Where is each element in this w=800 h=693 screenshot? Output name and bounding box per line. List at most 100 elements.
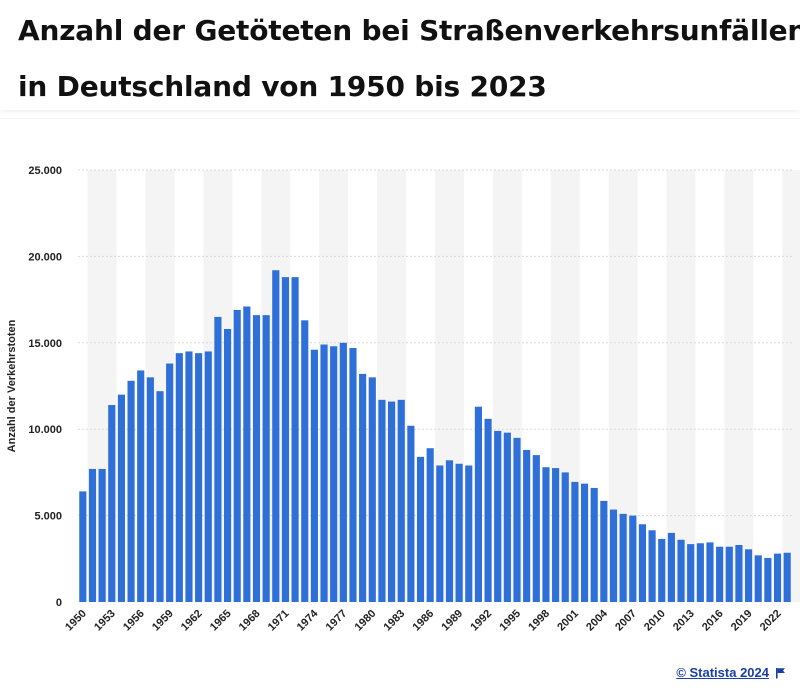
bar-1957: [146, 377, 154, 602]
x-tick-label: 1977: [324, 608, 350, 634]
background-stripe: [666, 170, 696, 602]
bar-2021: [764, 557, 772, 602]
x-tick-label: 2019: [729, 608, 755, 634]
y-tick-label: 5.000: [34, 511, 62, 523]
bar-1975: [320, 344, 328, 602]
bar-2018: [735, 544, 743, 602]
x-tick-label: 2010: [642, 608, 668, 634]
bar-2007: [629, 515, 637, 602]
bar-2003: [590, 487, 598, 602]
x-tick-label: 2016: [700, 608, 726, 634]
bar-1992: [484, 418, 492, 602]
x-tick-label: 2007: [613, 608, 639, 634]
bar-1958: [156, 391, 164, 602]
bar-1956: [137, 370, 145, 602]
bar-2001: [571, 481, 579, 602]
x-tick-label: 1965: [208, 608, 234, 634]
bar-1959: [166, 363, 174, 602]
bar-1998: [542, 467, 550, 602]
bar-1973: [301, 320, 309, 602]
x-tick-label: 1992: [468, 608, 494, 634]
bar-1962: [195, 353, 203, 602]
flag-icon[interactable]: [775, 667, 786, 679]
x-tick-label: 1989: [439, 608, 465, 634]
bar-1982: [388, 401, 396, 602]
bar-2006: [619, 513, 627, 602]
bar-2002: [580, 483, 589, 602]
bar-1987: [436, 465, 444, 602]
y-tick-label: 10.000: [28, 424, 62, 436]
x-tick-label: 1968: [237, 608, 263, 634]
bar-2023: [783, 552, 791, 602]
bar-1983: [397, 399, 405, 602]
bar-2012: [677, 539, 685, 602]
chart-title-line-1: Anzahl der Getöteten bei Straßenverkehrs…: [18, 14, 800, 47]
title-header: Anzahl der Getöteten bei Straßenverkehrs…: [0, 0, 800, 110]
bar-1994: [503, 432, 511, 602]
credit-link[interactable]: © Statista 2024: [676, 665, 769, 680]
bar-1968: [252, 315, 261, 602]
y-tick-label: 15.000: [28, 338, 62, 350]
bar-1972: [291, 277, 299, 602]
x-tick-label: 1998: [526, 608, 552, 634]
x-tick-label: 2004: [584, 607, 610, 633]
x-tick-label: 2001: [555, 608, 581, 634]
background-stripe: [782, 170, 800, 602]
bar-1954: [117, 394, 125, 602]
y-tick-label: 20.000: [28, 251, 62, 263]
bar-1960: [175, 353, 183, 602]
statista-credit[interactable]: © Statista 2024: [676, 665, 786, 680]
bar-1952: [98, 468, 106, 602]
bar-2014: [696, 543, 704, 602]
bar-2019: [745, 549, 753, 602]
bar-1961: [185, 351, 193, 602]
bar-1953: [108, 405, 116, 602]
background-stripe: [724, 170, 754, 602]
bar-1978: [349, 347, 357, 602]
bar-1963: [204, 351, 212, 602]
x-tick-label: 1959: [150, 608, 176, 634]
x-tick-label: 1956: [121, 608, 147, 634]
x-tick-label: 1971: [266, 608, 292, 634]
bar-2004: [600, 500, 608, 602]
bar-1986: [426, 448, 434, 602]
bar-1985: [416, 456, 425, 602]
x-tick-label: 1980: [353, 608, 379, 634]
bar-2000: [561, 472, 569, 602]
bar-1991: [474, 406, 482, 602]
bar-1970: [272, 270, 280, 602]
bar-1951: [88, 468, 97, 602]
bar-1997: [532, 455, 540, 602]
bar-1964: [214, 316, 222, 602]
bar-1979: [359, 373, 367, 602]
bar-1984: [407, 425, 415, 602]
x-tick-label: 1974: [295, 607, 321, 633]
bar-1990: [465, 465, 473, 602]
bar-2010: [658, 538, 666, 602]
bar-2013: [687, 544, 695, 602]
bar-2008: [638, 524, 647, 602]
x-tick-label: 1986: [410, 608, 436, 634]
bar-1955: [127, 380, 135, 602]
chart-title-line-2: in Deutschland von 1950 bis 2023: [18, 70, 547, 103]
x-tick-label: 2013: [671, 608, 697, 634]
bar-1977: [339, 342, 347, 602]
bar-1976: [330, 346, 338, 602]
bar-1980: [368, 377, 376, 602]
x-tick-label: 2022: [758, 608, 784, 634]
bar-1966: [233, 309, 241, 602]
bar-1965: [223, 328, 232, 602]
x-tick-label: 1953: [92, 608, 118, 634]
bar-1971: [281, 277, 290, 602]
bar-1995: [513, 437, 521, 602]
header-divider: [0, 118, 800, 119]
bar-2015: [706, 542, 714, 602]
y-tick-label: 0: [56, 597, 62, 609]
x-tick-label: 1962: [179, 608, 205, 634]
bar-2022: [773, 553, 782, 602]
y-axis-label: Anzahl der Verkehrstoten: [6, 319, 18, 452]
x-tick-label: 1950: [63, 608, 89, 634]
bar-1969: [262, 315, 270, 602]
x-tick-label: 1995: [497, 608, 523, 634]
